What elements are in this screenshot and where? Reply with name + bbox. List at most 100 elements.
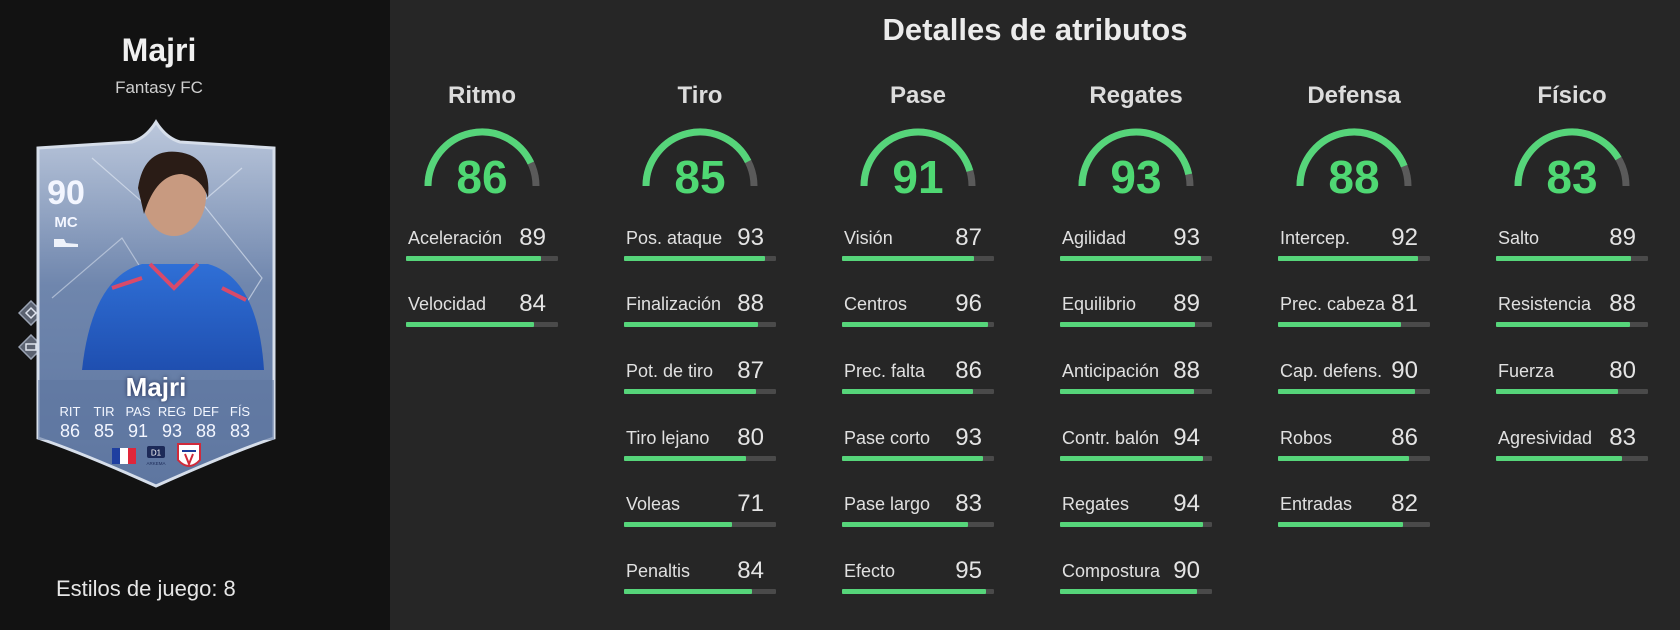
attribute-bar xyxy=(1496,322,1648,327)
attribute-value: 87 xyxy=(737,357,764,384)
attribute-row: Tiro lejano 80 xyxy=(624,424,776,468)
section-title: Detalles de atributos xyxy=(882,12,1188,47)
attribute-name: Prec. falta xyxy=(844,361,926,381)
category-title: Regates xyxy=(1089,82,1183,109)
attribute-name: Tiro lejano xyxy=(626,428,710,448)
attribute-row: Equilibrio 89 xyxy=(1060,290,1212,334)
category-title: Tiro xyxy=(677,82,723,109)
attribute-bar xyxy=(1278,522,1430,527)
attribute-name: Aceleración xyxy=(408,228,503,248)
boot-icon xyxy=(52,236,80,254)
category-tiro: Tiro 85 Pos. ataque 93 Finalización 88 P… xyxy=(624,0,776,630)
attribute-name: Fuerza xyxy=(1498,361,1555,381)
attribute-bar xyxy=(624,322,776,327)
attribute-value: 89 xyxy=(1173,290,1200,317)
attribute-value: 86 xyxy=(955,357,982,384)
attribute-value: 80 xyxy=(1609,357,1636,384)
attribute-name: Pase corto xyxy=(844,428,931,448)
attribute-bar xyxy=(842,389,994,394)
attribute-row: Prec. falta 86 xyxy=(842,357,994,401)
attribute-row: Regates 94 xyxy=(1060,490,1212,534)
attribute-value: 80 xyxy=(737,424,764,451)
card-rating: 90 xyxy=(47,174,85,212)
attribute-row: Voleas 71 xyxy=(624,490,776,534)
attribute-bar xyxy=(1060,322,1212,327)
attribute-value: 94 xyxy=(1173,424,1200,451)
attribute-name: Entradas xyxy=(1280,494,1353,514)
category-gauge xyxy=(1078,128,1194,187)
attribute-value: 83 xyxy=(1609,424,1636,451)
attribute-name: Pos. ataque xyxy=(626,228,723,248)
attribute-value: 93 xyxy=(737,224,764,251)
card-stat-reg: REG 93 xyxy=(157,404,187,441)
attribute-value: 88 xyxy=(1173,357,1200,384)
attribute-bar xyxy=(1060,522,1212,527)
player-panel: Majri Fantasy FC xyxy=(0,0,390,630)
attribute-row: Pos. ataque 93 xyxy=(624,224,776,268)
attribute-row: Aceleración 89 xyxy=(406,224,558,268)
attribute-value: 84 xyxy=(519,290,546,317)
attribute-name: Contr. balón xyxy=(1062,428,1160,448)
attribute-bar xyxy=(624,456,776,461)
attribute-bar xyxy=(1496,456,1648,461)
france-flag-icon xyxy=(112,448,136,469)
attribute-bar xyxy=(624,522,776,527)
player-card[interactable]: 90 MC Majri RIT 86 TIR 85 PAS 91 REG 93 xyxy=(32,118,280,490)
attribute-bar xyxy=(842,456,994,461)
category-gauge xyxy=(424,128,540,187)
attribute-name: Pot. de tiro xyxy=(626,361,714,381)
attribute-row: Centros 96 xyxy=(842,290,994,334)
category-value: 83 xyxy=(1546,151,1598,203)
category-gauge xyxy=(1296,128,1412,187)
attribute-value: 83 xyxy=(955,490,982,517)
category-defensa: Defensa 88 Intercep. 92 Prec. cabeza 81 … xyxy=(1278,0,1430,630)
category-title: Ritmo xyxy=(448,82,516,109)
club-crest-icon xyxy=(176,442,202,477)
attribute-name: Anticipación xyxy=(1062,361,1160,381)
attribute-bar xyxy=(1278,256,1430,261)
attribute-name: Centros xyxy=(844,294,908,314)
attribute-name: Visión xyxy=(844,228,893,248)
attribute-value: 93 xyxy=(955,424,982,451)
attribute-bar xyxy=(1060,256,1212,261)
attribute-name: Intercep. xyxy=(1280,228,1351,248)
category-title: Físico xyxy=(1537,82,1607,109)
attribute-bar xyxy=(624,256,776,261)
attribute-value: 88 xyxy=(737,290,764,317)
attribute-name: Robos xyxy=(1280,428,1333,448)
attribute-value: 89 xyxy=(1609,224,1636,251)
attribute-name: Resistencia xyxy=(1498,294,1592,314)
attribute-bar xyxy=(1496,256,1648,261)
category-title: Pase xyxy=(889,82,947,109)
attribute-value: 87 xyxy=(955,224,982,251)
attribute-name: Finalización xyxy=(626,294,722,314)
attribute-value: 89 xyxy=(519,224,546,251)
attribute-name: Agilidad xyxy=(1062,228,1127,248)
attribute-value: 84 xyxy=(737,557,764,584)
attribute-name: Agresividad xyxy=(1498,428,1593,448)
playstyles-count[interactable]: Estilos de juego: 8 xyxy=(56,576,236,601)
attribute-value: 90 xyxy=(1173,557,1200,584)
attribute-bar xyxy=(1278,389,1430,394)
attribute-value: 86 xyxy=(1391,424,1418,451)
category-gauge xyxy=(1514,128,1630,187)
attribute-bar xyxy=(842,256,994,261)
attribute-row: Agilidad 93 xyxy=(1060,224,1212,268)
attribute-value: 81 xyxy=(1391,290,1418,317)
attribute-value: 95 xyxy=(955,557,982,584)
card-stat-def: DEF 88 xyxy=(193,404,219,441)
category-regates: Regates 93 Agilidad 93 Equilibrio 89 Ant… xyxy=(1060,0,1212,630)
attribute-name: Efecto xyxy=(844,561,896,581)
attribute-row: Contr. balón 94 xyxy=(1060,424,1212,468)
attribute-name: Equilibrio xyxy=(1062,294,1137,314)
player-name: Majri xyxy=(121,32,197,68)
player-club: Fantasy FC xyxy=(115,78,203,97)
attribute-name: Voleas xyxy=(626,494,681,514)
attribute-row: Velocidad 84 xyxy=(406,290,558,334)
attribute-value: 71 xyxy=(737,490,764,517)
svg-text:D1: D1 xyxy=(151,449,162,458)
attribute-name: Compostura xyxy=(1062,561,1161,581)
attribute-row: Fuerza 80 xyxy=(1496,357,1648,401)
attribute-bar xyxy=(1278,322,1430,327)
attribute-bar xyxy=(406,322,558,327)
